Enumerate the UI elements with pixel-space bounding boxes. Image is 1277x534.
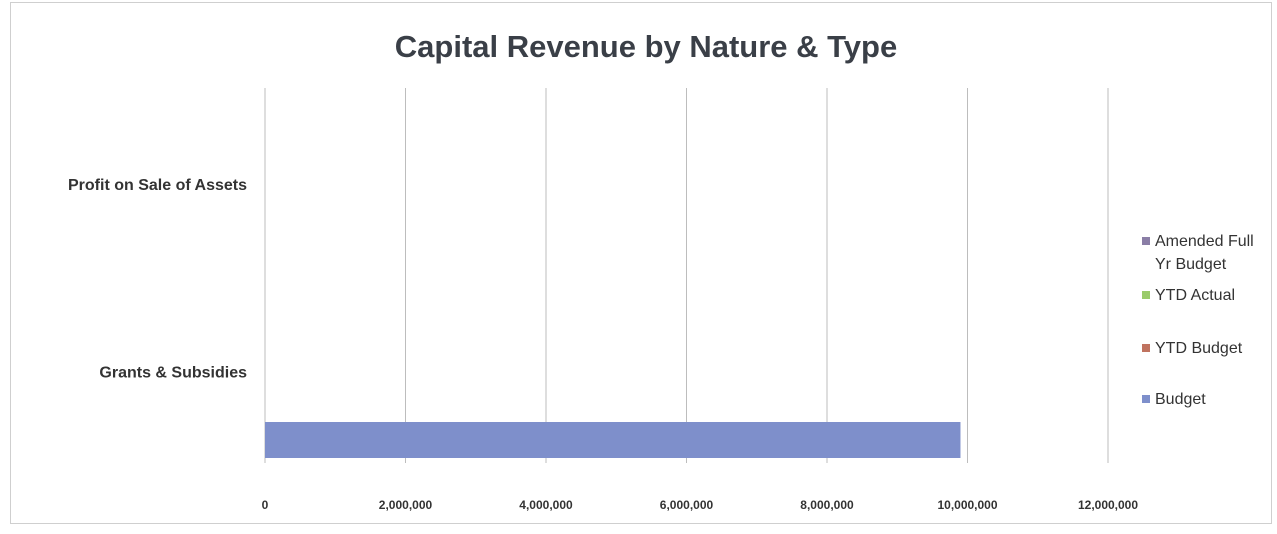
category-labels: Grants & Subsidies Profit on Sale of Asse…: [68, 177, 247, 382]
x-tick-label: 6,000,000: [660, 498, 714, 512]
chart-frame: Capital Revenue by Nature & Type Grants …: [10, 2, 1272, 524]
category-label: Profit on Sale of Assets: [68, 177, 247, 194]
legend-swatch: [1142, 237, 1150, 245]
grid-lines: [264, 88, 1109, 463]
bar-budget-0: [265, 422, 961, 458]
legend-label: Amended Full: [1155, 233, 1254, 250]
bars: [265, 422, 961, 458]
legend-label: Budget: [1155, 391, 1206, 408]
x-tick-label: 8,000,000: [800, 498, 854, 512]
legend-label: Yr Budget: [1155, 256, 1227, 273]
legend-label: YTD Actual: [1155, 287, 1235, 304]
x-tick-label: 10,000,000: [937, 498, 997, 512]
x-tick-label: 12,000,000: [1078, 498, 1138, 512]
x-tick-label: 2,000,000: [379, 498, 433, 512]
x-axis-tick-labels: 0 2,000,000 4,000,000 6,000,000 8,000,000 10,…: [262, 498, 1139, 512]
legend: Amended Full Yr Budget YTD Actual YTD Budge…: [1142, 233, 1254, 408]
bar-chart: Capital Revenue by Nature & Type Grants …: [68, 29, 1254, 512]
legend-swatch: [1142, 395, 1150, 403]
legend-swatch: [1142, 344, 1150, 352]
x-tick-label: 0: [262, 498, 269, 512]
category-label: Grants & Subsidies: [99, 365, 247, 382]
legend-label: YTD Budget: [1155, 340, 1243, 357]
legend-swatch: [1142, 291, 1150, 299]
x-tick-label: 4,000,000: [519, 498, 573, 512]
chart-title: Capital Revenue by Nature & Type: [395, 29, 897, 64]
